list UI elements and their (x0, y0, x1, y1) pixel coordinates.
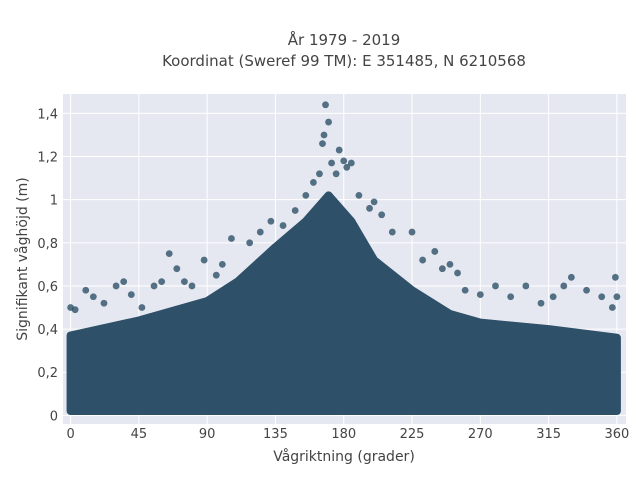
y-axis-title: Signifikant våghöjd (m) (14, 177, 31, 340)
data-point (279, 222, 287, 229)
data-point (567, 273, 575, 281)
data-point (608, 304, 616, 311)
data-point (366, 204, 373, 212)
x-tick-label: 90 (199, 427, 216, 442)
data-point (476, 291, 484, 298)
data-point (347, 159, 355, 167)
data-point (507, 293, 515, 301)
data-point (158, 278, 166, 286)
dense-point-band (67, 339, 620, 414)
y-tick-label: 1 (50, 194, 58, 209)
chart-title-line-1: År 1979 - 2019 (288, 30, 401, 49)
data-point (598, 293, 606, 301)
data-point (537, 299, 545, 307)
x-axis-title: Vågriktning (grader) (273, 448, 415, 465)
y-tick-label: 0 (50, 409, 58, 424)
data-point (319, 140, 326, 148)
x-tick-label: 315 (536, 427, 561, 442)
data-point (492, 282, 499, 290)
data-point (446, 260, 454, 268)
data-layer (66, 101, 621, 416)
data-point (522, 282, 530, 290)
data-point (112, 282, 120, 290)
data-point (291, 207, 299, 214)
data-point (408, 228, 416, 236)
data-point (150, 282, 158, 290)
data-point (218, 260, 226, 268)
data-point (71, 306, 79, 314)
data-point (343, 163, 351, 171)
x-tick-label: 45 (131, 427, 148, 442)
data-point (322, 101, 329, 109)
data-point (228, 235, 235, 242)
data-point (388, 228, 396, 236)
data-point (82, 286, 90, 294)
data-point (127, 291, 135, 298)
data-point (302, 191, 310, 199)
data-point (355, 191, 363, 199)
data-point (89, 293, 97, 301)
data-point (611, 273, 619, 281)
data-point (173, 265, 181, 273)
data-point (454, 269, 461, 277)
data-point (560, 282, 568, 290)
data-point (332, 170, 340, 178)
x-axis-ticks: 0 45 90 135 180 225 270 315 360 (66, 427, 629, 442)
x-tick-label: 270 (468, 427, 493, 442)
y-tick-label: 1,2 (37, 151, 58, 166)
y-tick-label: 1,4 (37, 107, 58, 122)
data-point (256, 228, 264, 236)
data-point (461, 286, 469, 294)
data-point (316, 170, 323, 178)
data-point (200, 256, 208, 264)
x-tick-label: 180 (331, 427, 356, 442)
y-tick-label: 0,4 (37, 323, 58, 338)
data-point (165, 250, 173, 258)
x-tick-label: 225 (400, 427, 425, 442)
data-point (246, 239, 254, 247)
data-point (188, 282, 196, 290)
y-tick-label: 0,6 (37, 280, 58, 295)
data-point (370, 198, 378, 206)
data-point (328, 159, 336, 167)
data-point (613, 293, 621, 301)
x-tick-label: 360 (604, 427, 629, 442)
data-point (320, 131, 328, 139)
data-point (212, 271, 220, 279)
data-point (378, 211, 386, 219)
data-point (438, 265, 446, 273)
data-point (100, 299, 108, 307)
data-point (138, 304, 146, 311)
data-point (120, 278, 128, 286)
x-tick-label: 135 (263, 427, 288, 442)
data-point (181, 278, 188, 286)
data-point (431, 248, 439, 255)
data-point (325, 118, 332, 126)
chart-title-line-2: Koordinat (Sweref 99 TM): E 351485, N 62… (162, 52, 526, 70)
data-point (309, 179, 317, 186)
y-tick-label: 0,2 (37, 366, 58, 381)
y-axis-ticks: 0 0,2 0,4 0,6 0,8 1 1,2 1,4 (37, 107, 58, 424)
data-point (419, 256, 427, 264)
data-point (549, 293, 557, 301)
data-point (340, 157, 348, 165)
x-tick-label: 0 (66, 427, 74, 442)
data-point (583, 286, 590, 294)
data-point (335, 146, 343, 154)
data-point (267, 217, 275, 225)
y-tick-label: 0,8 (37, 237, 58, 252)
